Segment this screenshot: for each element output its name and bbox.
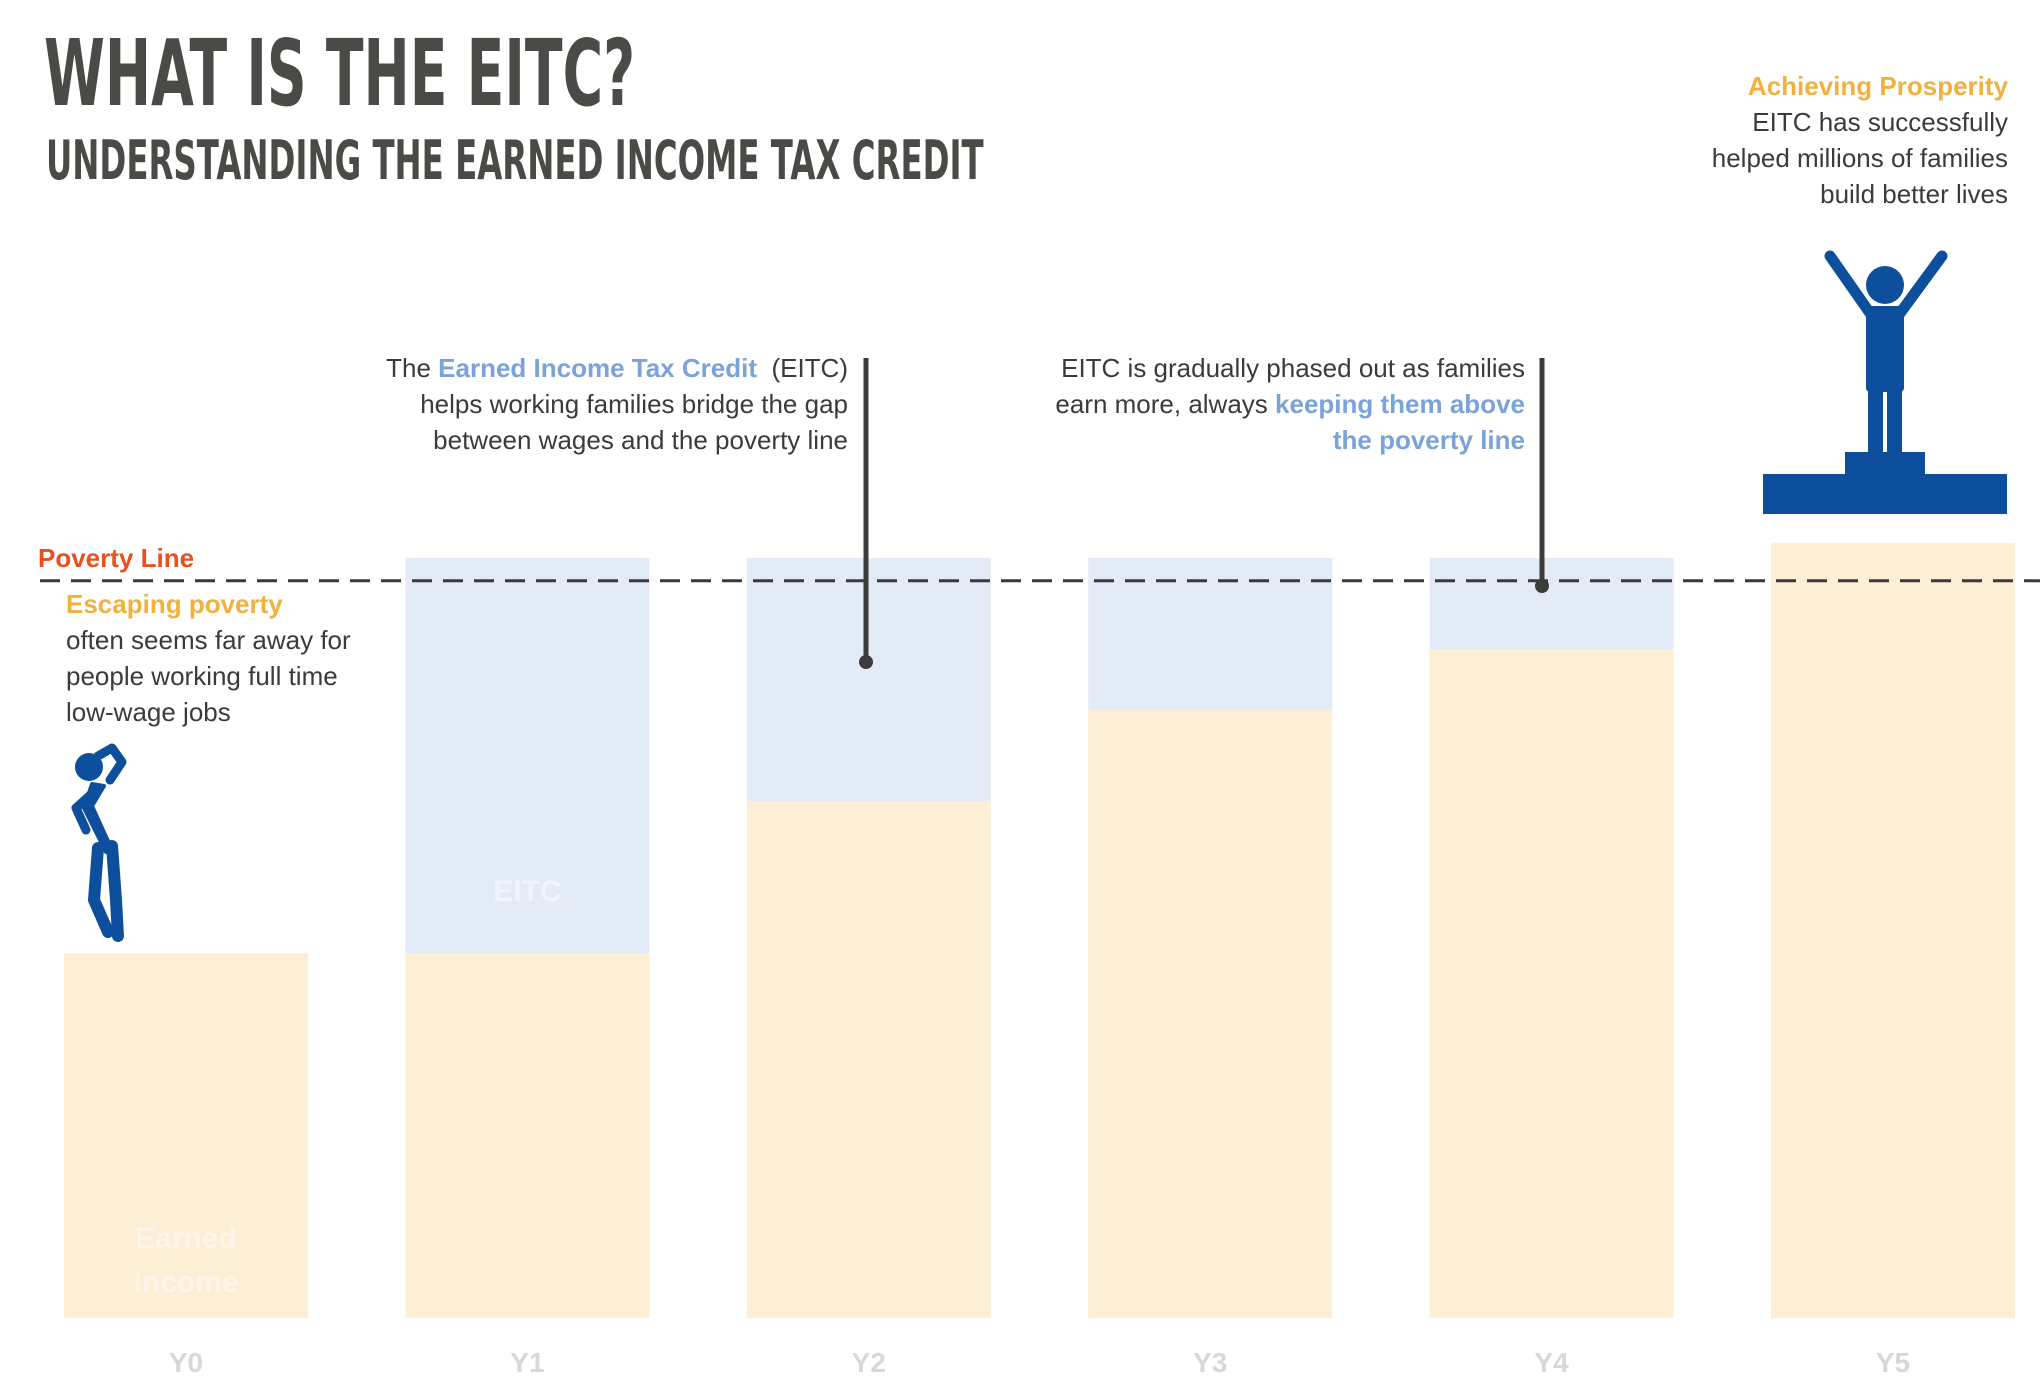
- callout-pointer-eitc: [859, 358, 873, 669]
- bar-earned-income-y5: [1771, 542, 2015, 1318]
- prosperity-heading: Achieving Prosperity: [1747, 71, 2008, 101]
- chart-bars: [64, 542, 2015, 1318]
- eitc-intro-pre: The: [386, 353, 431, 383]
- x-tick-label-y4: Y4: [1534, 1347, 1569, 1378]
- bar-earned-income-y2: [746, 801, 991, 1318]
- eitc-intro-line-3: between wages and the poverty line: [433, 425, 848, 455]
- x-axis-labels: Y0 Y1 Y2 Y3 Y4 Y5: [169, 1347, 1910, 1378]
- eitc-intro-post: (EITC): [771, 353, 848, 383]
- page-subtitle: UNDERSTANDING THE EARNED INCOME TAX CRED…: [46, 129, 984, 192]
- eitc-intro-annotation: The Earned Income Tax Credit (EITC) help…: [300, 350, 848, 458]
- page-title: WHAT IS THE EITC?: [44, 20, 636, 127]
- prosperity-text-2: helped millions of families: [1711, 143, 2008, 173]
- earned-income-bar-label: Earned: [135, 1222, 237, 1255]
- eitc-intro-line-1: The Earned Income Tax Credit (EITC): [300, 350, 848, 386]
- bar-earned-income-y1: [405, 953, 650, 1318]
- bar-earned-income-y3: [1088, 710, 1333, 1318]
- bar-earned-income-y4: [1429, 649, 1674, 1318]
- x-tick-label-y0: Y0: [169, 1347, 203, 1378]
- bar-eitc-y3: [1088, 558, 1333, 710]
- escaping-poverty-heading: Escaping poverty: [66, 589, 283, 619]
- bar-eitc-y1: [405, 558, 650, 954]
- person-thinking-icon: [71, 743, 127, 942]
- phase-out-line-2-pre: earn more, always: [1055, 389, 1268, 419]
- bar-eitc-y2: [746, 558, 991, 802]
- person-celebrating-icon: [1824, 250, 1948, 452]
- bar-earned-income-y0: [64, 953, 308, 1318]
- poverty-line-label: Poverty Line: [38, 542, 195, 573]
- eitc-intro-highlight: Earned Income Tax Credit: [438, 353, 757, 383]
- phase-out-line-1: EITC is gradually phased out as families: [1061, 353, 1525, 383]
- prosperity-annotation: Achieving Prosperity EITC has successful…: [1560, 68, 2008, 212]
- eitc-intro-line-2: helps working families bridge the gap: [420, 389, 848, 419]
- x-tick-label-y3: Y3: [1193, 1347, 1227, 1378]
- phase-out-highlight-1: keeping them above: [1275, 389, 1525, 419]
- x-tick-label-y2: Y2: [852, 1347, 886, 1378]
- phase-out-annotation: EITC is gradually phased out as families…: [950, 350, 1525, 458]
- x-tick-label-y5: Y5: [1876, 1347, 1910, 1378]
- escaping-poverty-text-1: often seems far away for: [66, 625, 351, 655]
- prosperity-text-3: build better lives: [1820, 179, 2008, 209]
- bar-eitc-y4: [1429, 558, 1674, 650]
- prosperity-text-1: EITC has successfully: [1752, 107, 2008, 137]
- phase-out-line-2: earn more, always keeping them above: [950, 386, 1525, 422]
- escaping-poverty-annotation: Escaping poverty often seems far away fo…: [66, 586, 426, 730]
- callout-pointer-phaseout: [1535, 358, 1549, 593]
- podium-icon: [1763, 452, 2007, 514]
- eitc-bar-label: EITC: [493, 875, 561, 908]
- escaping-poverty-text-2: people working full time: [66, 661, 338, 691]
- escaping-poverty-text-3: low-wage jobs: [66, 697, 231, 727]
- phase-out-highlight-2: the poverty line: [1332, 425, 1525, 455]
- x-tick-label-y1: Y1: [510, 1347, 544, 1378]
- earned-income-bar-label-2: Income: [133, 1266, 238, 1299]
